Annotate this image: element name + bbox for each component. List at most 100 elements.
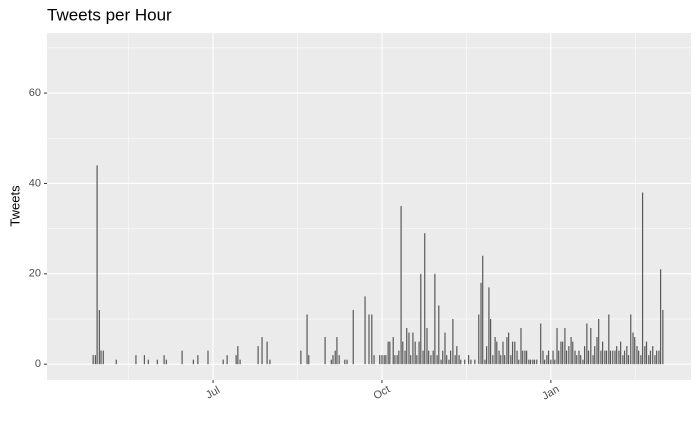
bar bbox=[197, 355, 199, 365]
bar bbox=[444, 332, 446, 365]
bar bbox=[430, 355, 432, 365]
y-tick-label: 0 bbox=[35, 358, 41, 370]
bar bbox=[418, 341, 420, 365]
bar bbox=[406, 328, 408, 365]
bar bbox=[502, 341, 504, 365]
bar bbox=[269, 359, 271, 365]
bar bbox=[489, 319, 492, 365]
bar bbox=[600, 350, 602, 365]
bar bbox=[434, 273, 436, 365]
bar bbox=[261, 337, 263, 365]
bar bbox=[550, 359, 552, 365]
bar bbox=[556, 328, 558, 365]
bar bbox=[547, 350, 550, 365]
y-tick-label: 20 bbox=[29, 268, 41, 280]
bar bbox=[404, 350, 406, 365]
chart-title: Tweets per Hour bbox=[47, 5, 172, 24]
y-axis-label: Tweets bbox=[7, 185, 22, 227]
bar bbox=[560, 341, 562, 365]
bar bbox=[574, 350, 576, 365]
bar bbox=[226, 355, 228, 365]
bar bbox=[408, 332, 410, 365]
bar bbox=[92, 355, 94, 365]
bar bbox=[163, 355, 165, 365]
bar bbox=[636, 346, 638, 365]
bar bbox=[506, 337, 508, 365]
bar bbox=[616, 346, 618, 365]
bar bbox=[596, 337, 598, 365]
bar bbox=[586, 323, 588, 365]
bar bbox=[460, 359, 462, 365]
bar bbox=[582, 359, 584, 365]
bar bbox=[584, 346, 586, 365]
bar bbox=[420, 273, 422, 365]
bar bbox=[544, 359, 546, 365]
bar bbox=[484, 359, 486, 365]
bar bbox=[572, 341, 574, 365]
bar bbox=[426, 328, 428, 365]
bar bbox=[604, 350, 606, 365]
bar bbox=[552, 350, 554, 365]
bar bbox=[605, 350, 608, 365]
bar bbox=[480, 282, 482, 365]
bar bbox=[344, 359, 346, 365]
bar bbox=[410, 355, 412, 365]
bar bbox=[381, 355, 383, 365]
bar bbox=[482, 255, 484, 365]
bar bbox=[398, 350, 400, 365]
bar bbox=[602, 341, 604, 365]
bar bbox=[492, 355, 494, 365]
bar bbox=[524, 350, 526, 365]
bar bbox=[526, 350, 528, 365]
bar bbox=[373, 355, 375, 365]
bar bbox=[332, 355, 334, 365]
bar bbox=[147, 359, 149, 365]
bar bbox=[626, 346, 628, 365]
bar bbox=[645, 341, 648, 365]
bar bbox=[371, 314, 373, 365]
bar bbox=[438, 305, 440, 365]
bar bbox=[181, 350, 183, 365]
bar bbox=[508, 332, 510, 365]
bar bbox=[649, 350, 652, 365]
bar bbox=[402, 341, 404, 365]
bar bbox=[428, 350, 430, 365]
bar bbox=[594, 346, 596, 365]
bar bbox=[464, 359, 466, 365]
bar bbox=[598, 319, 600, 365]
bar bbox=[338, 355, 340, 365]
bar bbox=[239, 359, 241, 365]
bar bbox=[470, 359, 472, 365]
bar bbox=[440, 359, 442, 365]
bar bbox=[379, 355, 381, 365]
bar bbox=[627, 355, 630, 365]
bar bbox=[306, 314, 308, 365]
bar bbox=[592, 355, 594, 365]
bar bbox=[654, 355, 656, 365]
bar bbox=[474, 359, 476, 365]
y-tick-label: 60 bbox=[29, 87, 41, 99]
bar bbox=[565, 350, 568, 365]
bar bbox=[334, 350, 336, 365]
bar bbox=[540, 323, 542, 365]
bar bbox=[450, 350, 452, 365]
bar bbox=[424, 233, 426, 365]
bar bbox=[500, 355, 502, 365]
bar bbox=[94, 355, 97, 365]
bar bbox=[514, 341, 516, 365]
bar bbox=[454, 355, 456, 365]
bar bbox=[568, 346, 570, 365]
bar bbox=[364, 296, 366, 365]
bar bbox=[383, 355, 385, 365]
bar bbox=[368, 314, 370, 365]
bar bbox=[608, 314, 610, 365]
bar bbox=[522, 350, 524, 365]
bar bbox=[486, 346, 488, 365]
bar bbox=[436, 355, 438, 365]
bar bbox=[387, 341, 389, 365]
bar bbox=[143, 355, 145, 365]
bar bbox=[652, 346, 654, 365]
bar bbox=[662, 309, 664, 365]
bar bbox=[656, 350, 658, 365]
bar bbox=[590, 328, 592, 365]
